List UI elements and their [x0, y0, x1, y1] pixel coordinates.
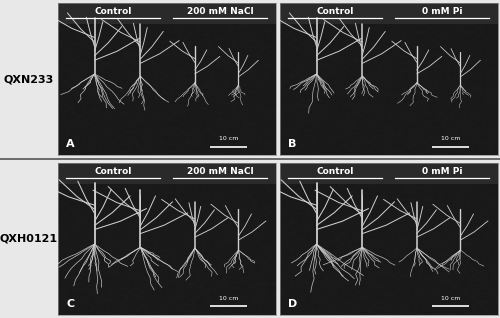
- Text: 200 mM NaCl: 200 mM NaCl: [186, 7, 253, 16]
- Text: Control: Control: [316, 167, 354, 176]
- Text: C: C: [66, 299, 74, 309]
- Text: 0 mM Pi: 0 mM Pi: [422, 167, 462, 176]
- Text: A: A: [66, 139, 75, 149]
- Text: B: B: [288, 139, 296, 149]
- Text: 200 mM NaCl: 200 mM NaCl: [186, 167, 253, 176]
- Bar: [58, 3, 276, 24]
- Text: Control: Control: [94, 7, 132, 16]
- Text: QXN233: QXN233: [4, 74, 54, 84]
- Text: 0 mM Pi: 0 mM Pi: [422, 7, 462, 16]
- Bar: [280, 163, 498, 184]
- Text: QXH0121: QXH0121: [0, 234, 58, 244]
- Text: 10 cm: 10 cm: [441, 136, 460, 142]
- Text: Control: Control: [94, 167, 132, 176]
- Bar: [58, 163, 276, 184]
- Text: 10 cm: 10 cm: [219, 136, 238, 142]
- Bar: [280, 3, 498, 24]
- Text: D: D: [288, 299, 298, 309]
- Text: Control: Control: [316, 7, 354, 16]
- Text: 10 cm: 10 cm: [219, 296, 238, 301]
- Text: 10 cm: 10 cm: [441, 296, 460, 301]
